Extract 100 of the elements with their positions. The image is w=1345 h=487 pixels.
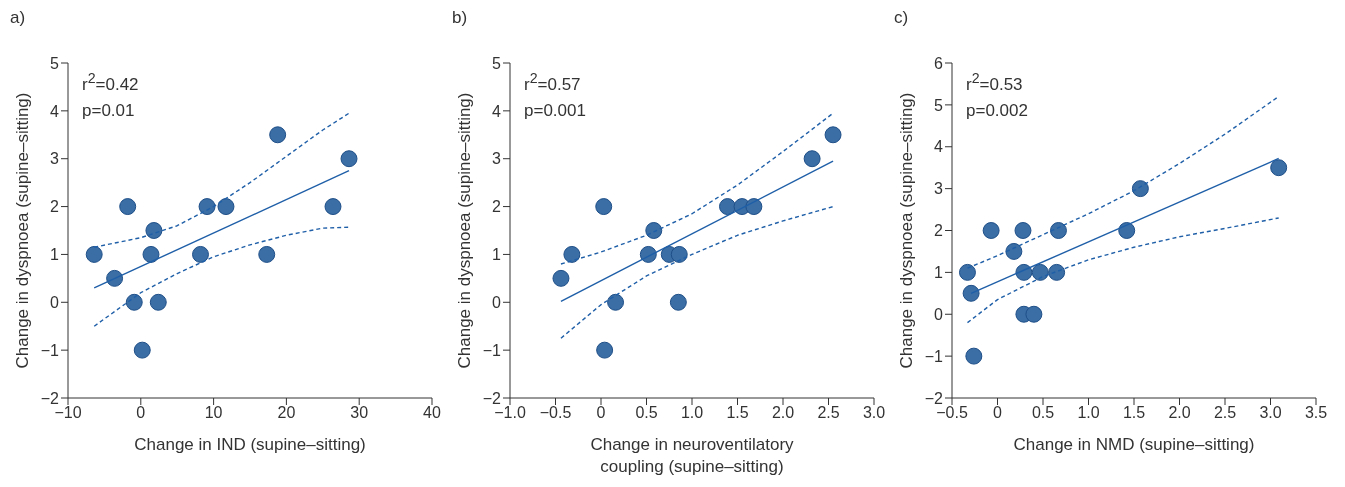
annotation: p=0.001 xyxy=(524,99,586,122)
x-tick-label: 3.0 xyxy=(862,404,886,422)
point xyxy=(719,198,736,216)
y-tick-label: −1 xyxy=(482,341,502,359)
point xyxy=(119,198,137,216)
x-tick-label: −1.0 xyxy=(494,404,526,422)
annotation: r$^{2}$=0.57 xyxy=(524,69,582,96)
point xyxy=(1131,180,1149,198)
point xyxy=(198,198,216,216)
point xyxy=(824,126,842,144)
point xyxy=(269,126,287,144)
x-tick-label: 0 xyxy=(136,404,146,422)
y-tick-label: −2 xyxy=(482,389,502,407)
point xyxy=(125,293,143,311)
point xyxy=(1025,305,1043,323)
y-axis-title: Change in dyspnoea (supine–sitting) xyxy=(454,92,474,369)
y-tick-label: 4 xyxy=(492,102,502,120)
x-tick-label: −10 xyxy=(54,404,82,422)
y-tick-label: 1 xyxy=(50,246,60,264)
x-tick-label: 1.5 xyxy=(726,404,749,422)
point xyxy=(607,293,625,311)
line-series xyxy=(93,226,350,327)
y-tick-label: 2 xyxy=(492,198,502,216)
chart-title: c) xyxy=(894,8,909,28)
x-tick-label: 2.5 xyxy=(1213,404,1237,422)
x-tick-label: 20 xyxy=(277,404,296,422)
point xyxy=(552,269,570,287)
point xyxy=(1118,222,1136,239)
point xyxy=(192,245,209,263)
y-tick-label: 3 xyxy=(934,180,944,198)
x-tick-label: −0.5 xyxy=(936,404,968,422)
point xyxy=(142,245,160,263)
chart-title: b) xyxy=(452,8,468,28)
y-tick-label: 1 xyxy=(492,246,502,264)
point xyxy=(324,198,342,216)
y-tick-label: 4 xyxy=(934,138,944,156)
point xyxy=(803,150,821,168)
x-axis-title: Change in IND (supine–sitting) xyxy=(134,435,366,454)
point xyxy=(669,293,687,311)
x-tick-label: 1.5 xyxy=(1122,404,1146,422)
chart-title: a) xyxy=(10,8,26,28)
point xyxy=(563,245,581,263)
x-tick-label: 0 xyxy=(993,404,1003,422)
x-tick-label: 10 xyxy=(204,404,223,422)
y-tick-label: 0 xyxy=(50,293,60,311)
x-tick-label: 1.0 xyxy=(1077,404,1100,422)
x-tick-label: 0.5 xyxy=(1031,404,1055,422)
x-tick-label: 2.0 xyxy=(771,404,795,422)
y-tick-label: −1 xyxy=(40,341,60,359)
y-tick-label: −2 xyxy=(924,389,944,407)
point xyxy=(596,341,614,359)
y-tick-label: 0 xyxy=(934,305,944,323)
point xyxy=(1005,242,1023,260)
y-tick-label: 6 xyxy=(934,54,944,72)
x-tick-label: −0.5 xyxy=(539,404,572,422)
y-tick-label: 2 xyxy=(934,222,944,240)
point xyxy=(149,293,167,311)
point xyxy=(965,347,983,365)
point xyxy=(1048,263,1066,281)
y-tick-label: 2 xyxy=(50,198,60,216)
y-tick-label: 0 xyxy=(492,293,502,311)
y-tick-label: −2 xyxy=(40,389,60,407)
x-tick-label: 3.0 xyxy=(1259,404,1282,422)
line-series xyxy=(560,205,834,339)
y-tick-label: 5 xyxy=(492,54,502,72)
x-tick-label: 3.5 xyxy=(1304,404,1328,422)
point xyxy=(145,222,163,239)
point xyxy=(745,198,763,216)
y-tick-label: 4 xyxy=(50,102,60,120)
line-series xyxy=(966,217,1280,324)
point xyxy=(133,341,151,359)
point xyxy=(670,245,688,263)
x-tick-label: 2.0 xyxy=(1168,404,1191,422)
y-axis-title: Change in dyspnoea (supine–sitting) xyxy=(896,92,916,369)
point xyxy=(645,222,663,239)
point xyxy=(1270,159,1288,177)
x-tick-label: 0.5 xyxy=(635,404,658,422)
x-tick-label: 40 xyxy=(423,404,441,422)
point xyxy=(258,245,276,263)
point xyxy=(340,150,358,168)
annotation: p=0.01 xyxy=(82,99,136,122)
x-axis-title: Change in NMD (supine–sitting) xyxy=(1013,435,1255,454)
point xyxy=(85,245,103,263)
y-tick-label: 5 xyxy=(934,96,944,114)
x-tick-label: 1.0 xyxy=(680,404,704,422)
y-tick-label: 1 xyxy=(934,264,944,282)
y-tick-label: 3 xyxy=(50,150,60,168)
annotation: p=0.002 xyxy=(966,99,1028,122)
y-tick-label: 5 xyxy=(50,54,60,72)
x-tick-label: 0 xyxy=(596,404,606,422)
point xyxy=(982,222,1000,239)
point xyxy=(595,198,613,216)
point xyxy=(962,284,980,302)
x-tick-label: 2.5 xyxy=(817,404,840,422)
y-tick-label: −1 xyxy=(924,347,944,365)
point xyxy=(1049,222,1067,239)
x-axis-title: Change in neuroventilatory coupling (supine–sitting) xyxy=(590,435,795,476)
x-tick-label: 30 xyxy=(350,404,369,422)
y-axis-title: Change in dyspnoea (supine–sitting) xyxy=(12,92,32,369)
annotation: r$^{2}$=0.53 xyxy=(966,69,1024,96)
